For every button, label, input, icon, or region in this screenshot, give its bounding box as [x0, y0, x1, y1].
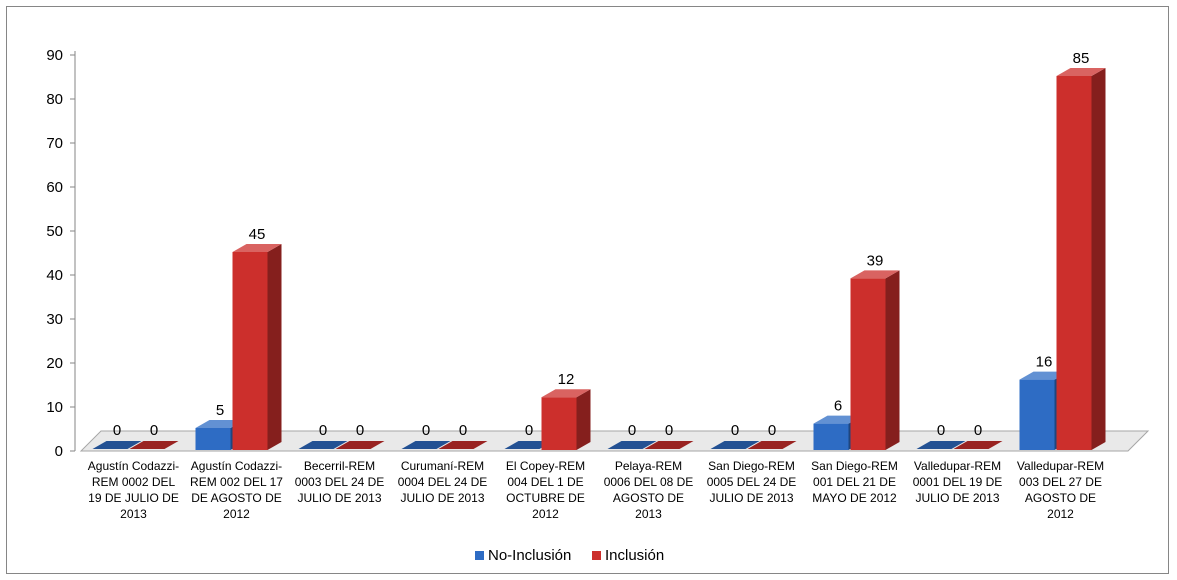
data-label: 12	[558, 371, 575, 388]
bar-no-inclusion	[401, 441, 451, 449]
data-label: 45	[249, 226, 266, 243]
x-category-label: Becerril-REM 0003 DEL 24 DE JULIO DE 2013	[295, 459, 385, 505]
x-category-label: Curumaní-REM 0004 DEL 24 DE JULIO DE 2013	[398, 459, 488, 505]
y-tick-label: 10	[46, 399, 63, 416]
x-category-label: Agustín Codazzi-REM 002 DEL 17 DE AGOSTO …	[190, 459, 283, 521]
legend-swatch	[592, 551, 601, 560]
x-category-label: Pelaya-REM 0006 DEL 08 DE AGOSTO DE 2013	[604, 459, 694, 521]
bar-inclusion	[1056, 68, 1106, 450]
y-tick-label: 80	[46, 91, 63, 108]
x-category-label: Valledupar-REM 003 DEL 27 DE AGOSTO DE 2012	[1017, 459, 1104, 521]
data-label: 0	[113, 422, 121, 439]
data-label: 6	[834, 398, 842, 415]
data-label: 0	[731, 422, 739, 439]
bar-no-inclusion	[916, 441, 966, 449]
data-label: 0	[319, 422, 327, 439]
legend-item: Inclusión	[592, 547, 664, 564]
data-label: 39	[867, 252, 884, 269]
data-label: 16	[1036, 354, 1053, 371]
y-tick-label: 50	[46, 223, 63, 240]
y-tick-label: 30	[46, 311, 63, 328]
bar-inclusion	[953, 441, 1003, 449]
data-label: 0	[422, 422, 430, 439]
legend-item: No-Inclusión	[475, 547, 571, 564]
bar-no-inclusion	[298, 441, 348, 449]
x-category-label: San Diego-REM 001 DEL 21 DE MAYO DE 2012	[811, 459, 898, 505]
bar-inclusion	[747, 441, 797, 449]
chart-frame	[6, 6, 1169, 574]
data-label: 0	[525, 422, 533, 439]
bar-inclusion	[438, 441, 488, 449]
data-label: 0	[665, 422, 673, 439]
bar-no-inclusion	[607, 441, 657, 449]
y-tick-label: 0	[55, 443, 63, 460]
y-tick-label: 40	[46, 267, 63, 284]
legend-swatch	[475, 551, 484, 560]
bar-inclusion	[129, 441, 179, 449]
bar-inclusion	[850, 270, 900, 450]
y-tick-label: 60	[46, 179, 63, 196]
legend-label: Inclusión	[605, 547, 664, 564]
x-category-label: Agustín Codazzi-REM 0002 DEL 19 DE JULIO …	[88, 459, 179, 521]
y-tick-label: 70	[46, 135, 63, 152]
data-label: 0	[974, 422, 982, 439]
data-label: 85	[1073, 50, 1090, 67]
legend-label: No-Inclusión	[488, 547, 571, 564]
data-label: 5	[216, 402, 224, 419]
bar-no-inclusion	[504, 441, 554, 449]
bar-no-inclusion	[710, 441, 760, 449]
bar-inclusion	[541, 389, 591, 450]
data-label: 0	[356, 422, 364, 439]
bar-no-inclusion	[92, 441, 142, 449]
bar-inclusion	[335, 441, 385, 449]
data-label: 0	[459, 422, 467, 439]
y-tick-label: 20	[46, 355, 63, 372]
x-category-label: El Copey-REM 004 DEL 1 DE OCTUBRE DE 2012	[506, 459, 585, 521]
data-label: 0	[768, 422, 776, 439]
x-category-label: San Diego-REM 0005 DEL 24 DE JULIO DE 2013	[707, 459, 797, 505]
x-category-label: Valledupar-REM 0001 DEL 19 DE JULIO DE 201…	[913, 459, 1003, 505]
bar-inclusion	[232, 244, 282, 450]
y-tick-label: 90	[46, 47, 63, 64]
data-label: 0	[150, 422, 158, 439]
data-label: 0	[628, 422, 636, 439]
data-label: 0	[937, 422, 945, 439]
bar-inclusion	[644, 441, 694, 449]
